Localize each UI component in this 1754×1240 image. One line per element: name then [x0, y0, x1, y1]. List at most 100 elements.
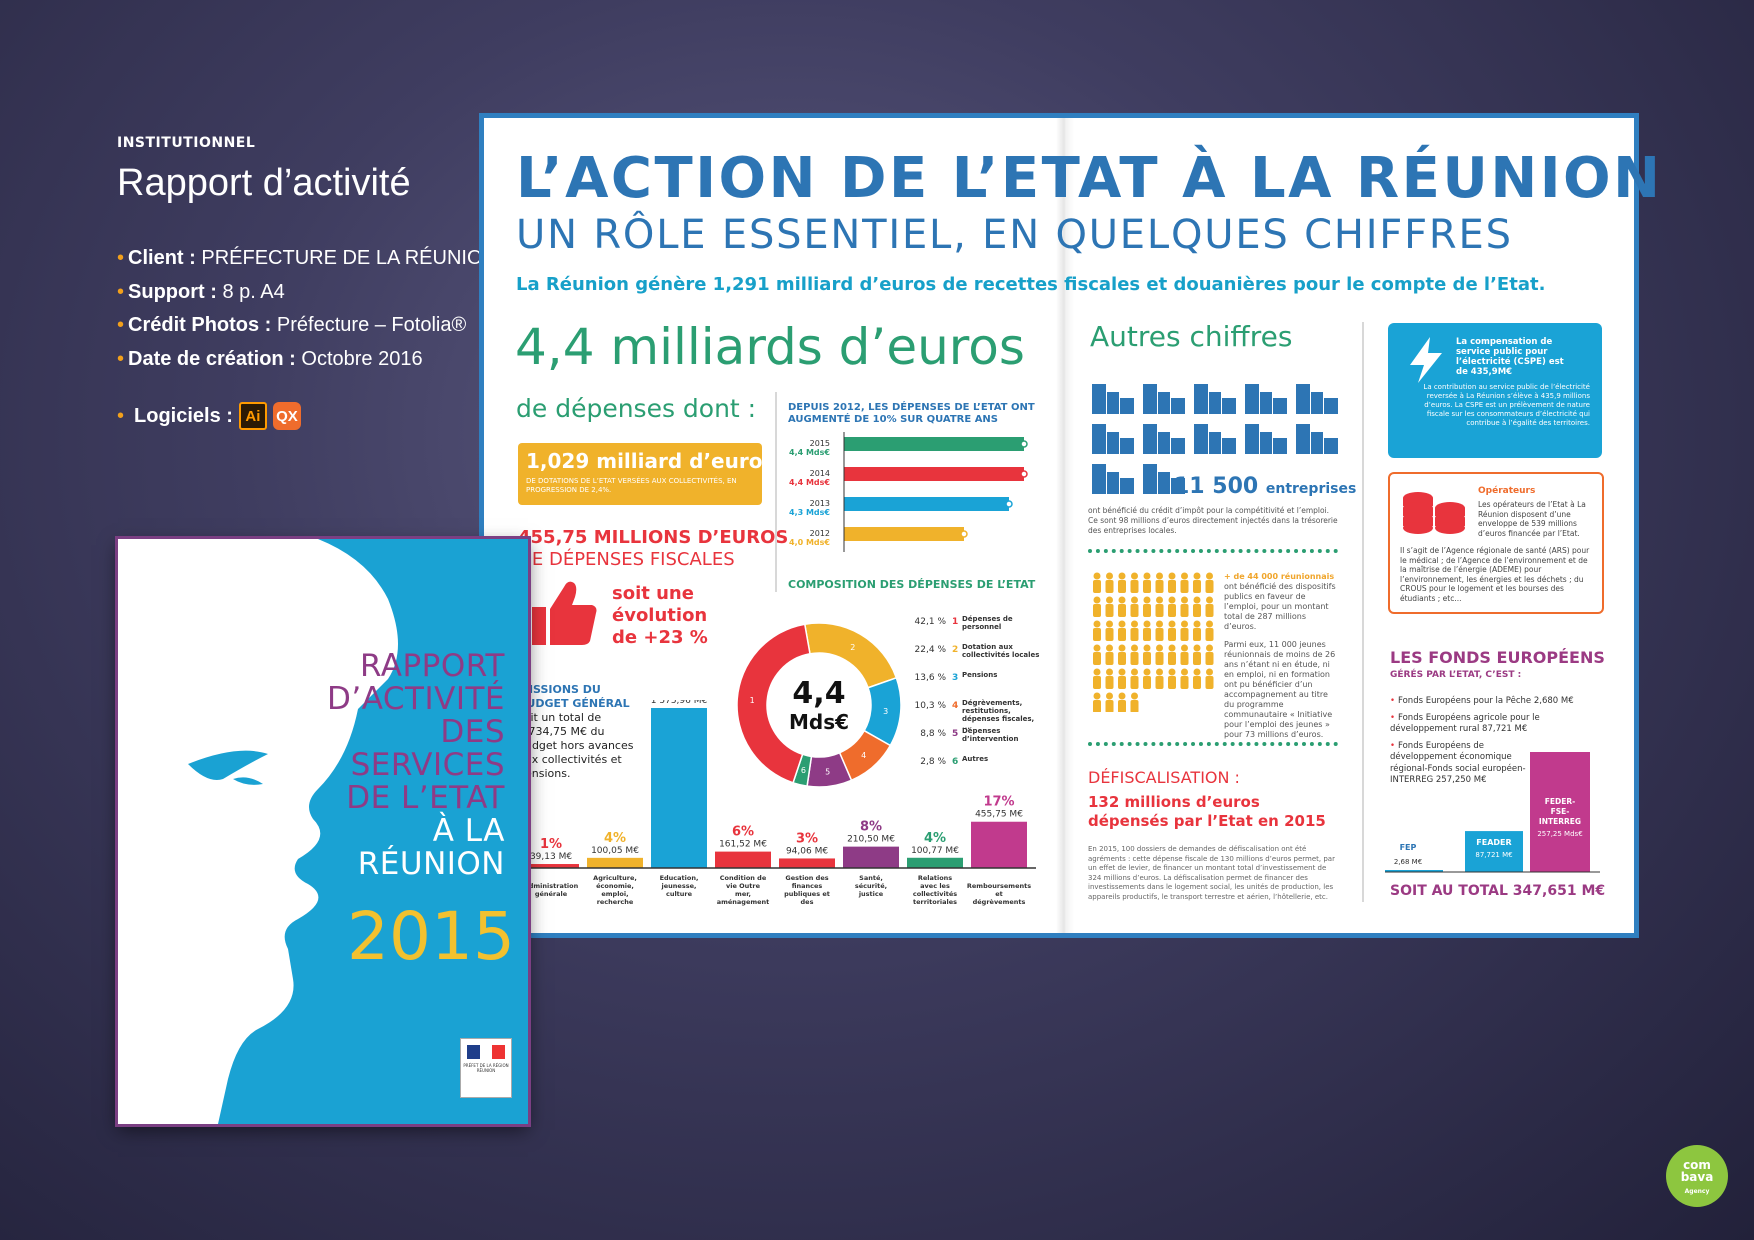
person-icon	[1106, 596, 1113, 604]
building-icon	[1092, 464, 1106, 494]
coins-icon	[1403, 492, 1465, 534]
person-icon	[1155, 580, 1164, 593]
bar-category-label: vie Outre	[726, 882, 761, 890]
bar	[715, 851, 771, 868]
bar	[971, 821, 1027, 868]
legend-id: 5	[952, 729, 959, 739]
bar-category-label: générale	[535, 890, 568, 898]
bar-category-label: territoriales	[913, 898, 957, 906]
bar	[844, 497, 1009, 511]
person-icon	[1118, 604, 1126, 617]
fonds-title: LES FONDS EUROPÉENS	[1390, 648, 1605, 667]
person-icon	[1131, 668, 1138, 676]
dotations-amount: 1,029 milliard d’euros	[526, 449, 775, 473]
slice-id-label: 3	[883, 707, 888, 716]
person-icon	[1118, 596, 1126, 604]
person-icon	[1180, 676, 1189, 689]
person-icon	[1131, 644, 1138, 652]
person-icon	[1181, 644, 1188, 652]
bar-value-label: 161,52 M€	[719, 840, 767, 850]
composition-title: COMPOSITION DES DÉPENSES DE L’ETAT	[788, 578, 1036, 591]
person-icon	[1131, 596, 1138, 604]
divider	[775, 392, 777, 592]
legend-label: Dépenses de personnel	[962, 615, 1013, 631]
person-icon	[1118, 700, 1126, 712]
person-icon	[1118, 668, 1126, 676]
person-icon	[1105, 652, 1114, 665]
building-icon	[1120, 478, 1134, 494]
bar-category-label: Relations	[918, 874, 952, 882]
fiscal-sub: DE DÉPENSES FISCALES	[518, 549, 735, 570]
fonds-list: Fonds Européens pour la Pêche 2,680 M€ F…	[1390, 696, 1574, 792]
person-icon	[1093, 676, 1101, 689]
bar-value-label: 4,3 Mds€	[789, 508, 830, 517]
bar-category-label: justice	[858, 890, 884, 898]
bar-value-label: 100,05 M€	[591, 846, 639, 856]
bar-category-label: économie,	[596, 882, 634, 890]
slice-id-label: 1	[750, 696, 755, 705]
slice-id-label: 2	[850, 643, 855, 652]
dotted-divider	[1088, 742, 1338, 746]
bar-percent-label: 6%	[732, 825, 754, 840]
bar	[907, 857, 963, 868]
person-icon	[1193, 676, 1201, 689]
building-icon	[1260, 392, 1272, 414]
building-icon	[1194, 384, 1208, 414]
person-icon	[1130, 580, 1139, 593]
building-icon	[1158, 472, 1170, 494]
bar-value-label: 455,75 M€	[975, 810, 1023, 820]
building-icon	[1120, 438, 1134, 454]
bar	[587, 857, 643, 868]
defisc-text: En 2015, 100 dossiers de demandes de déf…	[1088, 845, 1335, 901]
meta-support: • Support : 8 p. A4	[117, 280, 285, 303]
bar-year-label: 2015	[810, 439, 830, 448]
building-icon	[1143, 424, 1157, 454]
bar-end-dot	[1005, 500, 1013, 508]
person-icon	[1168, 668, 1176, 676]
person-icon	[1143, 652, 1151, 665]
person-icon	[1105, 628, 1114, 641]
person-icon	[1143, 644, 1151, 652]
person-icon	[1205, 604, 1214, 617]
autres-title: Autres chiffres	[1090, 320, 1293, 353]
person-icon	[1106, 668, 1113, 676]
entreprises-text: ont bénéficié du crédit d’impôt pour la …	[1088, 506, 1338, 535]
bar-category-label: mer,	[735, 890, 751, 898]
person-icon	[1181, 668, 1188, 676]
bar-year-label: 2013	[810, 499, 830, 508]
legend-id: 6	[952, 757, 959, 767]
person-icon	[1156, 572, 1163, 580]
list-item: Fonds Européens agricole pour le dévelop…	[1390, 713, 1540, 736]
person-icon	[1193, 668, 1201, 676]
person-icon	[1093, 620, 1101, 628]
building-icons	[1092, 384, 1338, 494]
person-icon	[1105, 700, 1114, 712]
legend-id: 1	[952, 617, 959, 627]
person-icon	[1118, 692, 1126, 700]
person-icon	[1118, 620, 1126, 628]
lightning-icon	[1410, 337, 1442, 383]
person-icon	[1181, 620, 1188, 628]
person-icon	[1130, 676, 1139, 689]
cspe-title: La compensation de service public pour l…	[1456, 337, 1564, 377]
legend-row: 13,6 % 3 Pensions	[910, 671, 1040, 699]
bar-percent-label: 1%	[540, 837, 562, 852]
person-icon	[1143, 604, 1151, 617]
dotations-text: DE DOTATIONS DE L’ETAT VERSÉES AUX COLLE…	[526, 477, 737, 494]
person-icon	[1180, 604, 1189, 617]
person-icon	[1105, 676, 1114, 689]
bar-category-label: finances	[792, 882, 823, 890]
spread-lead: La Réunion génère 1,291 milliard d’euros…	[516, 274, 1546, 295]
bar-percent-label: 3%	[796, 831, 818, 846]
building-icon	[1107, 432, 1119, 454]
legend-label: Dégrèvements, restitutions, dépenses fis…	[962, 699, 1035, 731]
building-icon	[1296, 424, 1310, 454]
legend-row: 2,8 % 6 Autres	[910, 755, 1040, 783]
slice-id-label: 6	[801, 766, 806, 775]
operateurs-title: Opérateurs	[1478, 486, 1536, 496]
person-icon	[1093, 652, 1101, 665]
bar-percent-label: 4%	[604, 831, 626, 846]
person-icon	[1168, 676, 1176, 689]
bar-category-label: Education,	[660, 874, 699, 882]
combava-logo: com bava Agency	[1666, 1145, 1728, 1207]
